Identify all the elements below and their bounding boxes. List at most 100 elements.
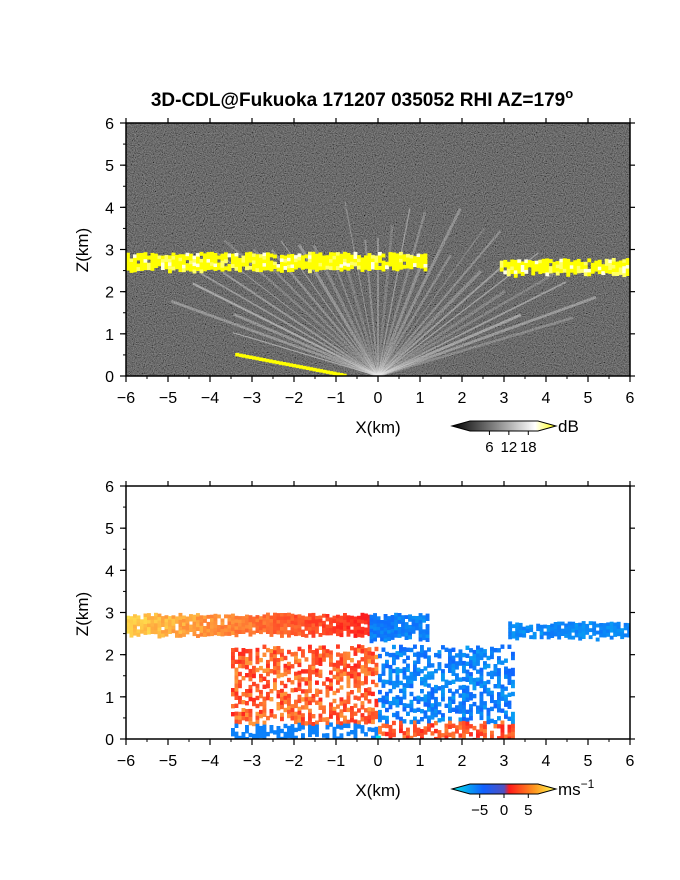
- echo-cell: [315, 257, 319, 262]
- echo-cell: [397, 616, 402, 621]
- echo-cell: [576, 258, 581, 263]
- echo-cell: [376, 626, 381, 631]
- echo-cell: [522, 633, 527, 638]
- echo-cell: [294, 703, 298, 709]
- velocity-layers: [126, 612, 630, 744]
- echo-cell: [507, 728, 512, 733]
- fan-ray: [377, 227, 485, 376]
- echo-cell: [234, 629, 239, 634]
- echo-cell: [490, 674, 494, 680]
- echo-cell: [387, 630, 391, 634]
- echo-cell: [311, 612, 316, 617]
- echo-cell: [504, 674, 508, 679]
- echo-cell: [140, 619, 144, 624]
- echo-cell: [318, 717, 323, 722]
- echo-cell: [343, 667, 347, 672]
- echo-cell: [339, 626, 344, 631]
- echo-cell: [297, 256, 302, 261]
- echo-cell: [360, 257, 365, 262]
- echo-cell: [599, 626, 604, 631]
- echo-cell: [199, 262, 204, 267]
- echo-cell: [394, 630, 398, 635]
- echo-cell: [458, 649, 463, 654]
- x-tick-label: −5: [159, 753, 177, 770]
- echo-cell: [500, 692, 505, 697]
- echo-cell: [402, 647, 407, 652]
- echo-cell: [511, 735, 515, 739]
- echo-cell: [434, 736, 438, 739]
- echo-cell: [510, 259, 515, 264]
- echo-cell: [367, 659, 372, 664]
- echo-cell: [182, 622, 186, 627]
- echo-cell: [255, 667, 260, 673]
- echo-cell: [517, 266, 522, 271]
- echo-cell: [276, 630, 281, 635]
- colorbar-tick-label: 5: [524, 802, 532, 819]
- echo-cell: [238, 353, 243, 358]
- echo-cell: [266, 731, 270, 737]
- echo-cell: [448, 656, 452, 661]
- echo-cell: [339, 725, 344, 730]
- echo-cell: [395, 699, 400, 704]
- echo-cell: [332, 690, 337, 696]
- echo-cell: [399, 262, 403, 267]
- echo-cell: [325, 624, 330, 629]
- echo-cell: [318, 653, 323, 658]
- echo-cell: [245, 689, 249, 694]
- echo-cell: [336, 720, 340, 725]
- echo-cell: [392, 256, 396, 260]
- echo-cell: [311, 662, 316, 667]
- echo-cell: [322, 709, 326, 714]
- fan-ray: [253, 248, 379, 376]
- colorbar-tick-label: 12: [501, 439, 518, 456]
- echo-cell: [175, 254, 179, 259]
- echo-cell: [620, 635, 625, 640]
- echo-cell: [231, 732, 235, 737]
- echo-cell: [455, 705, 459, 710]
- echo-cell: [493, 724, 498, 729]
- echo-cell: [373, 613, 377, 617]
- echo-cell: [538, 270, 543, 275]
- echo-cell: [269, 669, 274, 674]
- echo-cell: [171, 629, 176, 634]
- echo-cell: [437, 666, 442, 671]
- echo-cell: [206, 252, 211, 256]
- echo-cell: [613, 622, 618, 627]
- echo-cell: [309, 367, 314, 371]
- echo-cell: [280, 623, 284, 628]
- echo-cell: [618, 260, 623, 265]
- echo-cell: [147, 630, 151, 635]
- echo-cell: [357, 265, 361, 270]
- echo-cell: [392, 732, 396, 738]
- echo-cell: [571, 628, 576, 633]
- echo-cell: [192, 625, 197, 630]
- echo-cell: [357, 262, 361, 266]
- echo-cell: [143, 624, 148, 628]
- echo-cell: [623, 622, 628, 627]
- echo-cell: [245, 262, 249, 267]
- echo-cell: [245, 266, 249, 271]
- echo-cell: [290, 712, 295, 717]
- echo-cell: [294, 621, 298, 626]
- echo-cell: [339, 653, 344, 658]
- echo-cell: [329, 252, 333, 257]
- echo-cell: [346, 651, 351, 657]
- echo-cell: [576, 265, 581, 270]
- echo-cell: [311, 698, 316, 703]
- echo-cell: [315, 622, 319, 627]
- echo-cell: [210, 628, 214, 633]
- echo-cell: [256, 740, 260, 744]
- echo-cell: [301, 265, 305, 270]
- echo-cell: [585, 623, 590, 628]
- echo-cell: [283, 695, 288, 701]
- echo-cell: [161, 623, 165, 627]
- fan-glow: [178, 206, 578, 376]
- echo-cell: [175, 616, 179, 621]
- echo-cell: [231, 620, 235, 625]
- echo-cell: [217, 632, 221, 636]
- echo-cell: [425, 631, 430, 635]
- echo-cell: [336, 625, 340, 630]
- echo-cell: [304, 633, 309, 638]
- echo-cell: [402, 719, 407, 724]
